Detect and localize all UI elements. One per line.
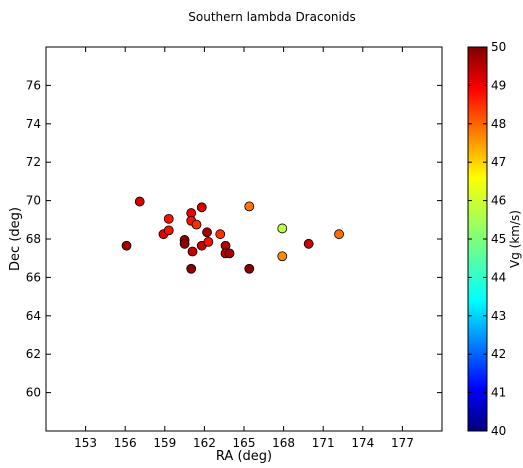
data-point: [121, 240, 132, 251]
x-tick-label: 153: [74, 436, 97, 450]
y-tick-label: 74: [26, 117, 41, 131]
colorbar-tick-label: 48: [491, 117, 506, 131]
data-point: [196, 202, 207, 213]
data-point: [303, 238, 314, 249]
data-point: [187, 246, 198, 257]
x-tick-label: 168: [272, 436, 295, 450]
y-tick-label: 70: [26, 194, 41, 208]
data-point: [277, 251, 288, 262]
x-tick-label: 177: [391, 436, 414, 450]
data-point: [244, 201, 255, 212]
colorbar-tick-label: 41: [491, 386, 506, 400]
plot-frame: [45, 46, 443, 432]
y-axis-label: Dec (deg): [8, 207, 23, 271]
y-tick-label: 60: [26, 386, 41, 400]
colorbar-tick-label: 50: [491, 40, 506, 54]
y-tick-label: 76: [26, 78, 41, 92]
data-point: [203, 236, 214, 247]
colorbar-label: Vg (km/s): [508, 210, 522, 268]
y-tick-label: 72: [26, 155, 41, 169]
x-tick-label: 156: [114, 436, 137, 450]
data-point: [224, 248, 235, 259]
data-point: [134, 196, 145, 207]
data-point: [202, 227, 212, 238]
colorbar-tick-label: 40: [491, 424, 506, 438]
y-tick-label: 62: [26, 347, 41, 361]
colorbar-tick-label: 42: [491, 347, 506, 361]
colorbar-tick-label: 49: [491, 78, 506, 92]
chart-title: Southern lambda Draconids: [188, 10, 355, 24]
colorbar-ticks: 40 41 42 43 44 45 46 47 48 49 50: [468, 40, 506, 438]
colorbar-tick-label: 43: [491, 309, 506, 323]
data-point: [186, 263, 197, 274]
y-tick-label: 66: [26, 270, 41, 284]
colorbar-tick-label: 46: [491, 194, 506, 208]
x-axis-label: RA (deg): [216, 449, 272, 463]
colorbar-tick-label: 45: [491, 232, 506, 246]
colorbar-tick-label: 47: [491, 155, 506, 169]
data-point: [244, 263, 255, 274]
data-point: [277, 223, 288, 234]
data-point: [163, 225, 174, 236]
x-tick-label: 159: [153, 436, 176, 450]
data-point: [334, 229, 344, 240]
data-point: [163, 213, 174, 224]
colorbar-tick-label: 44: [491, 270, 506, 284]
data-point: [215, 229, 226, 240]
x-tick-label: 174: [351, 436, 374, 450]
x-tick-label: 162: [193, 436, 216, 450]
x-tick-label: 171: [312, 436, 335, 450]
y-tick-label: 64: [26, 309, 41, 323]
data-point: [179, 238, 190, 249]
y-tick-label: 68: [26, 232, 41, 246]
data-point: [191, 219, 202, 230]
x-tick-label: 165: [233, 436, 256, 450]
plot-area: 153 156 159 162 165 168 171 174 177 60 62 64 66 68 70 7…: [26, 47, 442, 450]
